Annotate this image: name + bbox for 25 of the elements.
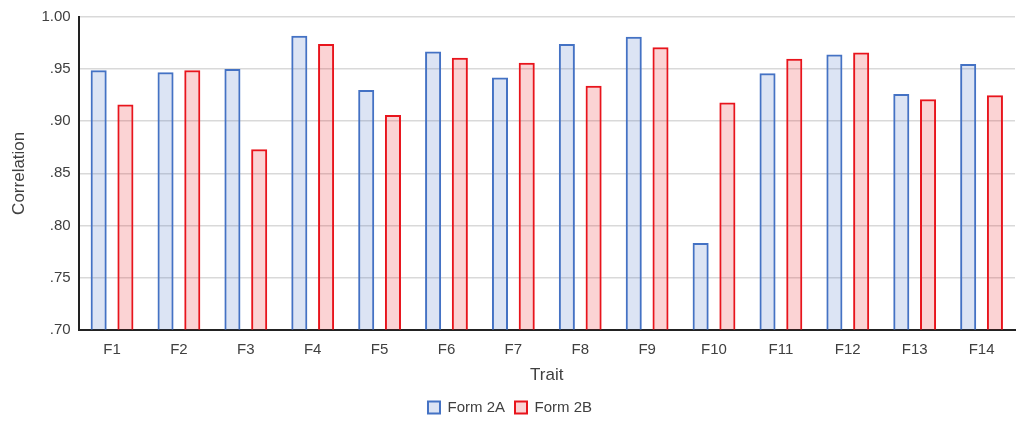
x-tick-label: F4 — [303, 339, 322, 357]
x-tick-label: F13 — [901, 339, 928, 357]
x-tick-label: F9 — [638, 339, 656, 357]
x-tick-label: F14 — [968, 339, 995, 357]
y-tick-label: .80 — [49, 215, 71, 233]
x-tick-label: F11 — [768, 339, 794, 357]
y-axis-title: Correlation — [8, 131, 28, 215]
x-tick-label: F12 — [834, 339, 861, 357]
y-tick-label: .90 — [49, 111, 71, 129]
x-axis-title: Trait — [530, 365, 564, 385]
y-tick-label: .75 — [49, 267, 71, 285]
legend-label: Form 2B — [534, 397, 593, 415]
x-tick-label: F5 — [370, 339, 389, 357]
x-tick-label: F2 — [170, 339, 188, 357]
x-tick-label: F3 — [237, 339, 255, 357]
y-tick-label: 1.00 — [41, 7, 71, 25]
x-tick-label: F6 — [437, 339, 456, 357]
y-tick-label: .95 — [49, 59, 71, 77]
x-tick-label: F7 — [504, 339, 523, 357]
y-tick-label: .70 — [49, 319, 71, 337]
y-tick-label: .85 — [49, 163, 71, 181]
x-tick-label: F1 — [103, 339, 121, 357]
x-tick-label: F8 — [571, 339, 589, 357]
x-tick-label: F10 — [701, 339, 727, 357]
legend-label: Form 2A — [447, 397, 506, 415]
